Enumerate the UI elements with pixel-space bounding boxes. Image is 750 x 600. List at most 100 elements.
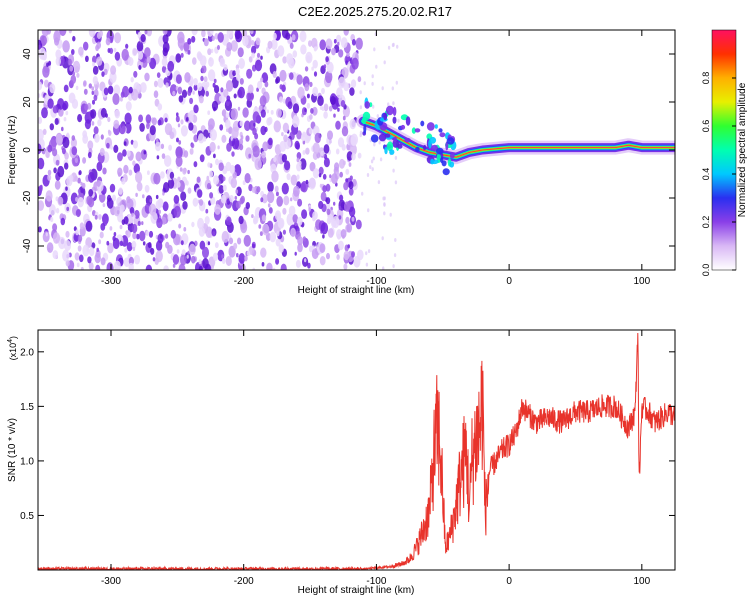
noise-speck (325, 183, 331, 192)
noise-speck (301, 209, 308, 220)
noise-speck (262, 223, 270, 236)
noise-speck (149, 57, 157, 70)
noise-speck (87, 140, 94, 150)
noise-speck (359, 133, 362, 138)
noise-speck (183, 227, 187, 232)
noise-speck (255, 37, 261, 46)
noise-speck (197, 189, 203, 198)
noise-speck (165, 82, 169, 88)
noise-speck (107, 129, 111, 134)
noise-speck (47, 98, 54, 109)
noise-speck (199, 55, 207, 67)
noise-speck (266, 191, 275, 204)
noise-speck (260, 247, 267, 258)
noise-speck (381, 86, 384, 91)
band-blob (363, 124, 367, 134)
noise-speck (326, 252, 330, 260)
noise-speck (90, 109, 97, 119)
noise-speck (392, 42, 395, 47)
noise-speck (373, 47, 376, 52)
spectrogram-noise (38, 30, 402, 270)
noise-speck (77, 234, 83, 242)
noise-speck (203, 136, 207, 142)
noise-speck (126, 196, 131, 204)
noise-speck (144, 47, 151, 58)
band-layer (362, 120, 675, 158)
noise-speck (45, 232, 48, 237)
noise-speck (382, 266, 385, 270)
noise-speck (49, 123, 54, 131)
noise-speck (313, 46, 317, 52)
noise-speck (76, 72, 80, 78)
x-tick-label: 100 (633, 576, 650, 587)
noise-speck (151, 117, 157, 126)
noise-speck (180, 254, 187, 266)
noise-speck (323, 64, 327, 69)
noise-speck (38, 44, 41, 50)
noise-speck (373, 142, 376, 147)
noise-speck (91, 121, 95, 126)
noise-speck (191, 35, 196, 43)
noise-speck (312, 211, 318, 221)
noise-speck (193, 84, 198, 91)
noise-speck (101, 71, 105, 77)
noise-speck (226, 95, 231, 102)
noise-speck (61, 147, 66, 155)
noise-speck (251, 186, 256, 193)
noise-speck (75, 229, 79, 236)
noise-speck (80, 181, 83, 186)
noise-speck (92, 76, 98, 85)
noise-speck (282, 98, 286, 104)
noise-speck (259, 231, 263, 237)
noise-speck (163, 182, 170, 193)
noise-speck (206, 182, 211, 190)
noise-speck (219, 57, 226, 67)
noise-speck (92, 99, 95, 105)
noise-speck (172, 254, 180, 265)
noise-speck (190, 142, 195, 149)
noise-speck (96, 161, 103, 172)
noise-speck (243, 234, 251, 247)
noise-speck (350, 133, 358, 146)
noise-speck (77, 197, 84, 208)
noise-speck (62, 136, 70, 149)
noise-speck (239, 120, 244, 127)
noise-speck (139, 230, 146, 242)
band-blob (386, 141, 394, 152)
noise-speck (144, 72, 150, 82)
spectrogram-band (356, 97, 675, 176)
noise-speck (275, 258, 280, 265)
noise-speck (382, 196, 385, 201)
colorbar-tick-label: 0.2 (701, 216, 711, 229)
noise-speck (276, 196, 284, 207)
noise-speck (180, 45, 184, 51)
noise-speck (245, 135, 250, 142)
noise-speck (238, 58, 246, 69)
noise-speck (82, 157, 87, 164)
noise-speck (154, 257, 159, 265)
noise-speck (52, 250, 59, 260)
noise-speck (207, 241, 211, 246)
noise-speck (145, 230, 150, 237)
noise-speck (173, 205, 181, 218)
noise-speck (260, 77, 264, 83)
noise-speck (304, 83, 310, 92)
snr-multiplier-label: (x104) (7, 336, 18, 360)
noise-speck (280, 263, 287, 270)
noise-speck (148, 203, 157, 216)
band-blob (445, 141, 449, 151)
noise-speck (81, 182, 86, 189)
noise-speck (161, 57, 168, 67)
noise-speck (294, 251, 297, 256)
noise-speck (153, 80, 158, 88)
noise-speck (296, 74, 303, 85)
noise-speck (106, 262, 114, 270)
snr-series-line (38, 332, 675, 570)
noise-speck (87, 151, 92, 159)
noise-speck (119, 224, 123, 230)
noise-speck (311, 66, 314, 71)
noise-speck (348, 206, 356, 217)
noise-speck (217, 249, 225, 262)
noise-speck (187, 38, 192, 45)
noise-speck (383, 60, 386, 65)
